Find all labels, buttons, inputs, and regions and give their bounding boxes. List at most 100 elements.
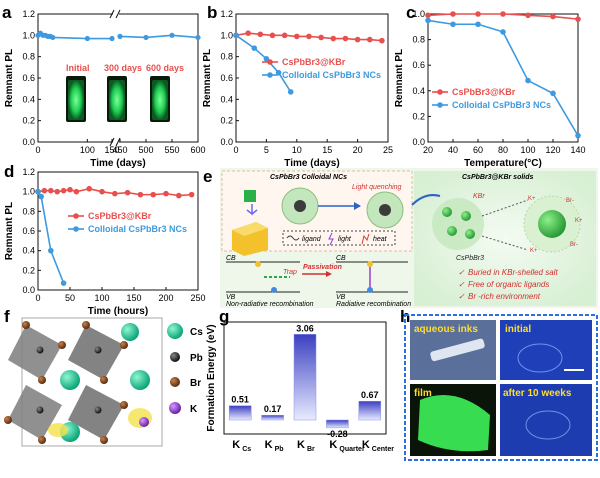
y-tick-label: 0.8 <box>22 206 35 216</box>
x-tick-label: 60 <box>473 145 483 155</box>
panel-h: h aqueous inks initial film after 10 wee… <box>400 307 598 461</box>
bar <box>358 400 382 421</box>
light-icon <box>328 232 334 246</box>
bar <box>261 414 284 421</box>
x-tick-label: 150 <box>126 293 141 303</box>
data-point <box>150 191 156 198</box>
x-category-subscript: Center <box>372 446 394 453</box>
vial-initial-glow <box>68 80 84 120</box>
nc-in-kbr-1 <box>442 207 452 217</box>
x-tick-label: 10 <box>292 145 302 155</box>
unit-cell <box>21 317 163 447</box>
panel-c: c 0.0 0.2 0.4 0.6 0.8 1.0 20 40 60 80 100 120 140 Tem… <box>394 3 586 169</box>
data-point <box>50 34 56 41</box>
bullet-3: Br -rich environment <box>468 292 541 301</box>
legend-cs-label: Cs <box>190 327 203 338</box>
data-point <box>48 187 54 194</box>
data-point <box>269 32 276 39</box>
y-tick-label: 0.4 <box>412 86 425 96</box>
charge-density-2 <box>48 423 68 437</box>
label-aqueous-inks: aqueous inks <box>414 324 478 335</box>
legend-label: CsPbBr3@KBr <box>452 87 516 97</box>
data-point <box>112 190 118 197</box>
x-category-label: K <box>265 439 273 451</box>
x-category-label: K <box>362 439 370 451</box>
br-atom-3 <box>82 321 90 329</box>
series-line <box>119 34 199 39</box>
x-tick-label: 500 <box>138 145 153 155</box>
x-tick-label: 20 <box>423 145 433 155</box>
legend-marker <box>73 226 79 232</box>
x-tick-label: 200 <box>158 293 173 303</box>
x-tick-label: 50 <box>65 293 75 303</box>
data-point <box>60 187 67 194</box>
photo-label-600: 600 days <box>146 63 184 73</box>
legend-br-ball <box>170 377 180 387</box>
cs-atom-2 <box>130 370 150 390</box>
legend-marker <box>437 89 443 95</box>
data-point <box>450 11 456 17</box>
k-atom <box>139 417 149 427</box>
label-after-10-weeks: after 10 weeks <box>503 388 572 399</box>
legend-cs-ball <box>167 323 183 339</box>
label-initial: initial <box>505 324 531 335</box>
y-tick-label: 0.8 <box>412 35 425 45</box>
vial-photos: Initial 300 days 600 days <box>57 52 184 126</box>
legend-marker <box>437 102 443 108</box>
octahedron-3 <box>8 385 62 440</box>
x-tick-label: 80 <box>498 145 508 155</box>
data-point <box>176 192 182 199</box>
data-point <box>425 17 431 24</box>
panel-g-axes: Formation Energy (eV) 0.51K Cs0.17K Pb3.06K… <box>206 321 394 453</box>
panel-d: d 0.0 0.2 0.4 0.6 0.8 1.0 1.2 0 50 100 150 200 250 Ti… <box>4 162 206 317</box>
data-point <box>287 89 294 95</box>
vial-300-glow <box>109 80 125 120</box>
panel-b: b 0.0 0.2 0.4 0.6 0.8 1.0 1.2 0 5 10 15 20 25 Time (d… <box>202 3 393 169</box>
data-point <box>550 13 556 20</box>
data-point <box>525 12 531 19</box>
data-point <box>38 193 44 200</box>
x-category-subscript: Br <box>307 446 315 453</box>
data-point <box>48 247 54 254</box>
data-point <box>379 37 385 44</box>
break-mask-top <box>113 10 119 18</box>
data-point <box>525 77 531 84</box>
x-category-subscript: Cs <box>242 446 251 453</box>
data-point <box>366 36 373 43</box>
data-point <box>500 11 506 17</box>
data-point <box>60 280 67 286</box>
data-point <box>500 29 506 35</box>
photo-after <box>500 384 592 456</box>
pb-atom-3 <box>36 406 44 414</box>
photo-frame <box>404 314 598 461</box>
arrow-down <box>246 204 258 216</box>
x-tick-label: 25 <box>383 145 393 155</box>
photo-label-300: 300 days <box>104 63 142 73</box>
zoom-nc-core <box>538 210 566 238</box>
brminus-2: Br- <box>570 242 578 248</box>
vb-label-left: VB <box>226 294 236 301</box>
kplus-1: K+ <box>528 196 536 202</box>
data-point <box>306 33 312 40</box>
passivation-arrowhead <box>326 271 332 277</box>
y-tick-label: 1.0 <box>22 30 35 40</box>
bar <box>326 419 349 429</box>
x-axis-label: Time (days) <box>90 158 145 169</box>
box-kbr-title: CsPbBr3@KBr solids <box>462 174 534 181</box>
legend-label: Colloidal CsPbBr3 NCs <box>452 100 551 110</box>
kplus-2: K+ <box>575 218 583 224</box>
data-point <box>450 21 456 28</box>
legend-label: Colloidal CsPbBr3 NCs <box>282 70 381 80</box>
x-tick-label: 0 <box>233 145 238 155</box>
arrowhead <box>354 202 361 210</box>
photo-label-initial: Initial <box>66 63 90 73</box>
x-tick-label: 100 <box>520 145 535 155</box>
data-point <box>425 12 431 19</box>
y-tick-label: 0.0 <box>22 137 35 147</box>
bar-value-label: 3.06 <box>296 323 314 333</box>
br-atom-2 <box>58 341 66 349</box>
legend-pb-label: Pb <box>190 353 203 364</box>
panel-label-f: f <box>4 307 10 326</box>
y-tick-label: 0.6 <box>22 226 35 236</box>
y-tick-label: 0.6 <box>220 73 233 83</box>
